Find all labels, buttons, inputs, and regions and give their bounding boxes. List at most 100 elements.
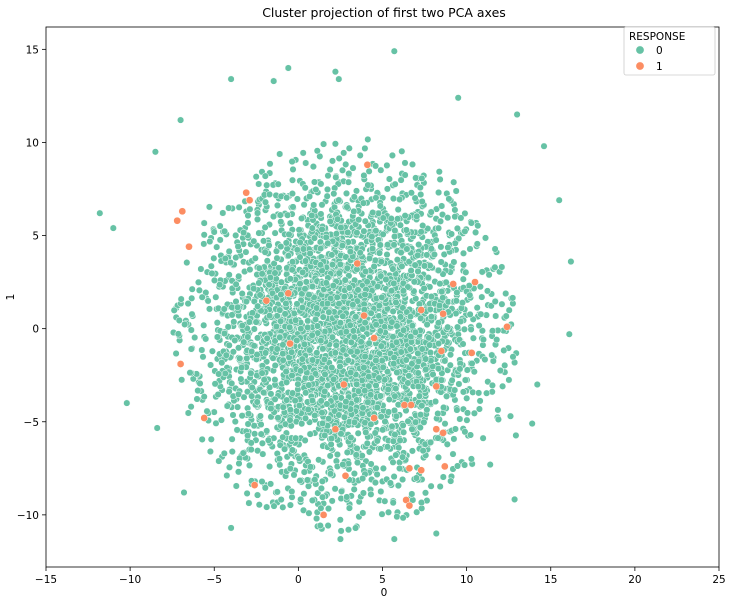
point-response-0 [320,356,328,364]
point-response-0 [360,227,368,235]
point-response-0 [331,485,339,493]
point-response-0 [468,359,476,368]
point-response-0 [353,396,361,404]
point-response-0 [283,245,291,253]
point-response-0 [361,419,369,427]
point-response-0 [308,224,316,232]
point-response-0 [361,387,369,395]
point-response-0 [234,303,242,311]
point-response-0 [323,300,332,308]
point-response-0 [489,357,497,365]
point-response-0 [187,345,195,353]
point-response-0 [251,254,259,262]
point-response-0 [378,510,386,518]
point-response-0 [293,336,301,345]
point-response-0 [250,325,258,333]
point-response-0 [265,241,273,249]
point-response-0 [383,443,392,451]
point-response-0 [422,355,430,363]
point-response-0 [378,357,386,365]
point-response-0 [300,340,308,348]
point-response-0 [505,376,513,384]
point-response-0 [325,308,333,316]
point-response-0 [337,527,345,535]
point-response-0 [453,289,461,297]
point-response-0 [267,480,275,488]
point-response-0 [376,392,385,400]
point-response-0 [302,389,310,397]
point-response-0 [199,353,207,361]
point-response-0 [347,338,355,346]
point-response-0 [389,195,398,203]
point-response-0 [412,174,420,182]
point-response-0 [326,452,334,460]
point-response-0 [406,313,415,321]
point-response-0 [208,269,216,277]
point-response-0 [327,434,336,443]
point-response-0 [347,434,355,442]
point-response-0 [385,395,393,403]
point-response-0 [415,392,423,400]
point-response-0 [323,185,332,193]
point-response-0 [297,367,305,375]
point-response-0 [328,364,336,372]
point-response-0 [225,463,234,471]
point-response-0 [461,461,469,469]
point-response-0 [367,420,375,428]
point-response-0 [367,309,375,317]
point-response-0 [379,363,387,371]
point-response-0 [434,224,443,232]
point-response-0 [300,490,308,498]
point-response-0 [218,359,226,367]
point-response-0 [221,369,229,378]
point-response-0 [321,370,329,378]
point-response-0 [305,381,313,389]
point-response-0 [379,464,387,472]
point-response-0 [355,216,363,224]
point-response-0 [197,265,205,273]
point-response-0 [308,282,316,291]
point-response-0 [332,173,340,181]
point-response-0 [222,351,230,359]
point-response-0 [327,440,335,448]
point-response-0 [444,214,452,222]
point-response-0 [334,215,342,223]
point-response-0 [301,257,310,265]
point-response-0 [448,376,456,384]
point-response-0 [312,186,320,194]
point-response-0 [350,207,358,215]
point-response-0 [414,267,422,275]
point-response-0 [286,406,294,414]
point-response-0 [242,297,250,306]
point-response-0 [388,287,396,295]
point-response-0 [248,392,256,400]
point-response-0 [214,390,222,399]
point-response-0 [343,203,351,211]
point-response-0 [339,346,347,354]
point-response-0 [453,462,462,470]
point-response-0 [422,365,430,373]
point-response-0 [277,218,285,226]
point-response-0 [349,301,357,309]
point-response-0 [244,212,252,220]
point-response-0 [336,516,344,524]
point-response-0 [219,209,227,217]
point-response-0 [318,201,326,209]
point-response-0 [372,381,380,390]
point-response-0 [402,226,410,234]
point-response-0 [489,327,497,335]
point-response-0 [399,475,407,484]
point-response-0 [272,247,281,255]
point-response-0 [228,311,236,319]
point-response-0 [318,477,326,485]
point-response-0 [188,294,196,302]
point-response-0 [345,170,353,178]
point-response-0 [344,526,353,534]
point-response-0 [451,206,459,214]
point-response-0 [345,144,353,152]
point-response-0 [331,349,339,357]
point-response-0 [307,374,315,382]
point-response-0 [443,440,451,448]
point-response-0 [360,364,368,372]
point-response-0 [393,322,401,330]
